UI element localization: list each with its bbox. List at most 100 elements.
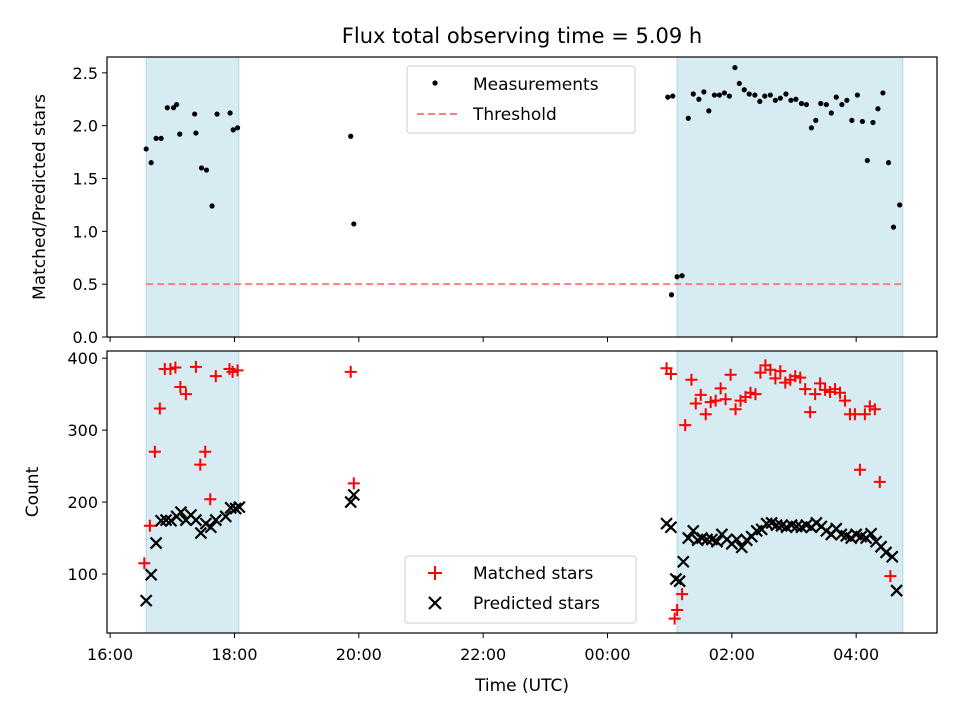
measurement-point-62 [880, 90, 886, 96]
top-y-axis-label: Matched/Predicted stars [30, 94, 50, 300]
measurement-point-11 [203, 167, 210, 173]
measurement-point-45 [793, 96, 799, 102]
top-shaded-band-0 [145, 56, 240, 338]
matched-star-point-50 [809, 388, 822, 401]
measurement-point-2 [153, 135, 159, 141]
predicted-star-point-15 [219, 510, 233, 523]
top-y-tick-label-1: 0.5 [73, 275, 98, 294]
measurement-point-36 [746, 91, 752, 97]
bottom-y-tick-label-1: 200 [67, 493, 98, 512]
bottom-x-tick-label-1: 18:00 [211, 645, 257, 664]
measurement-point-64 [890, 224, 897, 230]
measurement-point-0 [143, 146, 149, 152]
bottom-x-tick-label-6: 04:00 [833, 645, 879, 664]
matched-star-point-38 [749, 388, 762, 401]
matched-star-point-22 [671, 603, 684, 616]
predicted-star-point-3 [154, 514, 168, 528]
legend-measurements-label: Measurements [473, 75, 599, 95]
measurement-point-47 [803, 101, 810, 108]
matched-star-point-48 [799, 383, 812, 396]
measurement-point-20 [670, 93, 676, 99]
predicted-star-point-19 [344, 495, 357, 509]
bottom-axes-frame [106, 350, 938, 634]
matched-star-point-20 [664, 368, 677, 381]
measurement-point-60 [870, 119, 876, 126]
legend-measurements-marker [432, 80, 438, 86]
top-shaded-bands [145, 56, 904, 338]
matched-star-point-60 [858, 408, 871, 421]
matched-star-point-63 [873, 475, 886, 488]
measurement-point-43 [783, 91, 789, 97]
measurement-point-39 [762, 93, 768, 99]
measurement-point-53 [833, 94, 839, 100]
predicted-star-point-66 [879, 546, 893, 559]
legend-matched-label: Matched stars [473, 564, 593, 584]
predicted-star-point-25 [677, 555, 690, 569]
top-legend-box [406, 65, 636, 134]
chart-title: Flux total observing time = 5.09 h [342, 24, 702, 48]
matched-star-point-34 [729, 403, 742, 416]
measurement-point-63 [885, 160, 892, 166]
bottom-shaded-band-0 [145, 350, 240, 634]
top-y-tick-label-0: 0.0 [73, 328, 98, 347]
measurement-point-22 [674, 274, 680, 280]
measurement-point-23 [679, 273, 685, 279]
predicted-star-point-48 [790, 520, 803, 533]
measurement-point-41 [772, 97, 778, 103]
predicted-star-point-32 [710, 535, 724, 548]
matched-star-point-23 [676, 588, 689, 601]
measurement-point-55 [844, 97, 850, 103]
measurement-point-4 [164, 105, 170, 111]
legend-predicted-label: Predicted stars [473, 594, 600, 614]
measurement-point-51 [823, 101, 829, 108]
predicted-star-point-11 [194, 526, 208, 540]
measurement-point-7 [177, 131, 183, 137]
matched-star-point-2 [148, 445, 161, 458]
measurement-point-49 [813, 117, 819, 123]
measurement-point-57 [854, 92, 861, 98]
top-y-tick-label-5: 2.5 [73, 64, 98, 83]
matched-star-point-59 [853, 463, 866, 476]
predicted-star-point-37 [735, 541, 749, 554]
matched-star-point-24 [679, 419, 692, 432]
measurement-point-1 [148, 160, 154, 166]
measurement-point-52 [828, 110, 834, 116]
measurement-point-10 [198, 165, 205, 171]
top-y-tick-label-4: 2.0 [73, 117, 98, 136]
predicted-star-point-18 [233, 500, 246, 514]
measurement-point-17 [348, 133, 354, 139]
bottom-y-tick-label-0: 100 [67, 565, 98, 584]
bottom-y-tick-label-2: 300 [67, 421, 98, 440]
predicted-star-point-13 [204, 520, 218, 534]
matched-star-point-64 [884, 570, 897, 583]
predicted-star-point-67 [885, 550, 899, 564]
bottom-shaded-band-1 [676, 350, 904, 634]
bottom-marks [138, 359, 903, 625]
bottom-y-axis-label: Count [23, 466, 43, 517]
measurement-point-25 [690, 91, 696, 97]
measurement-point-38 [757, 98, 763, 104]
measurement-point-21 [668, 292, 675, 298]
measurement-point-24 [685, 115, 691, 121]
legend-predicted-marker [428, 596, 442, 610]
measurement-point-12 [209, 203, 215, 209]
matched-star-point-17 [344, 365, 357, 378]
matched-star-point-28 [699, 408, 712, 421]
matched-star-point-8 [179, 388, 192, 401]
matched-star-point-0 [138, 557, 151, 570]
top-y-tick-label-3: 1.5 [73, 170, 98, 189]
measurement-point-44 [788, 97, 794, 103]
measurement-point-65 [897, 202, 903, 208]
measurement-point-14 [227, 110, 233, 116]
matched-star-point-49 [804, 406, 817, 419]
predicted-star-point-2 [149, 536, 163, 550]
matched-star-point-47 [794, 371, 807, 384]
matched-star-point-12 [204, 493, 217, 506]
matched-star-point-62 [868, 403, 881, 416]
measurement-point-58 [859, 118, 865, 125]
predicted-star-point-36 [730, 533, 744, 546]
top-axes-frame [106, 56, 938, 338]
measurement-point-31 [721, 90, 727, 96]
bottom-legend: Matched stars Predicted stars [404, 555, 637, 624]
